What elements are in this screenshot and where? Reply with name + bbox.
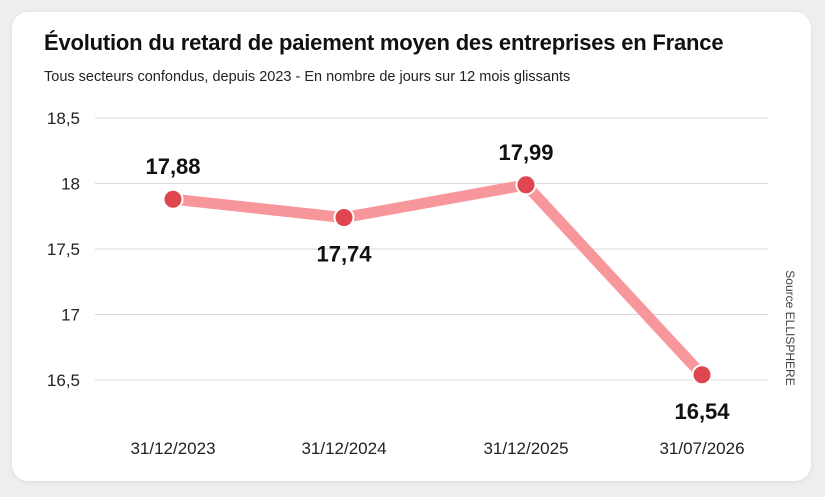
chart-subtitle: Tous secteurs confondus, depuis 2023 - E… [44,69,571,85]
y-tick-label: 18,5 [47,109,80,128]
x-tick-label: 31/07/2026 [659,439,744,458]
y-tick-label: 17 [61,306,80,325]
x-tick-label: 31/12/2024 [301,439,386,458]
data-point [515,174,537,196]
source-note: Source ELLISPHERE [783,270,797,386]
series-line [167,179,708,381]
y-tick-label: 16,5 [47,371,80,390]
data-label: 17,74 [316,242,372,267]
data-point [162,188,184,210]
data-label: 16,54 [674,399,730,424]
x-tick-label: 31/12/2025 [483,439,568,458]
data-point [691,364,713,386]
chart-title: Évolution du retard de paiement moyen de… [44,30,724,55]
data-label: 17,99 [498,140,553,165]
y-tick-label: 18 [61,175,80,194]
y-tick-label: 17,5 [47,240,80,259]
data-label: 17,88 [145,154,200,179]
chart-card [12,12,811,481]
data-point [333,207,355,229]
x-tick-label: 31/12/2023 [130,439,215,458]
